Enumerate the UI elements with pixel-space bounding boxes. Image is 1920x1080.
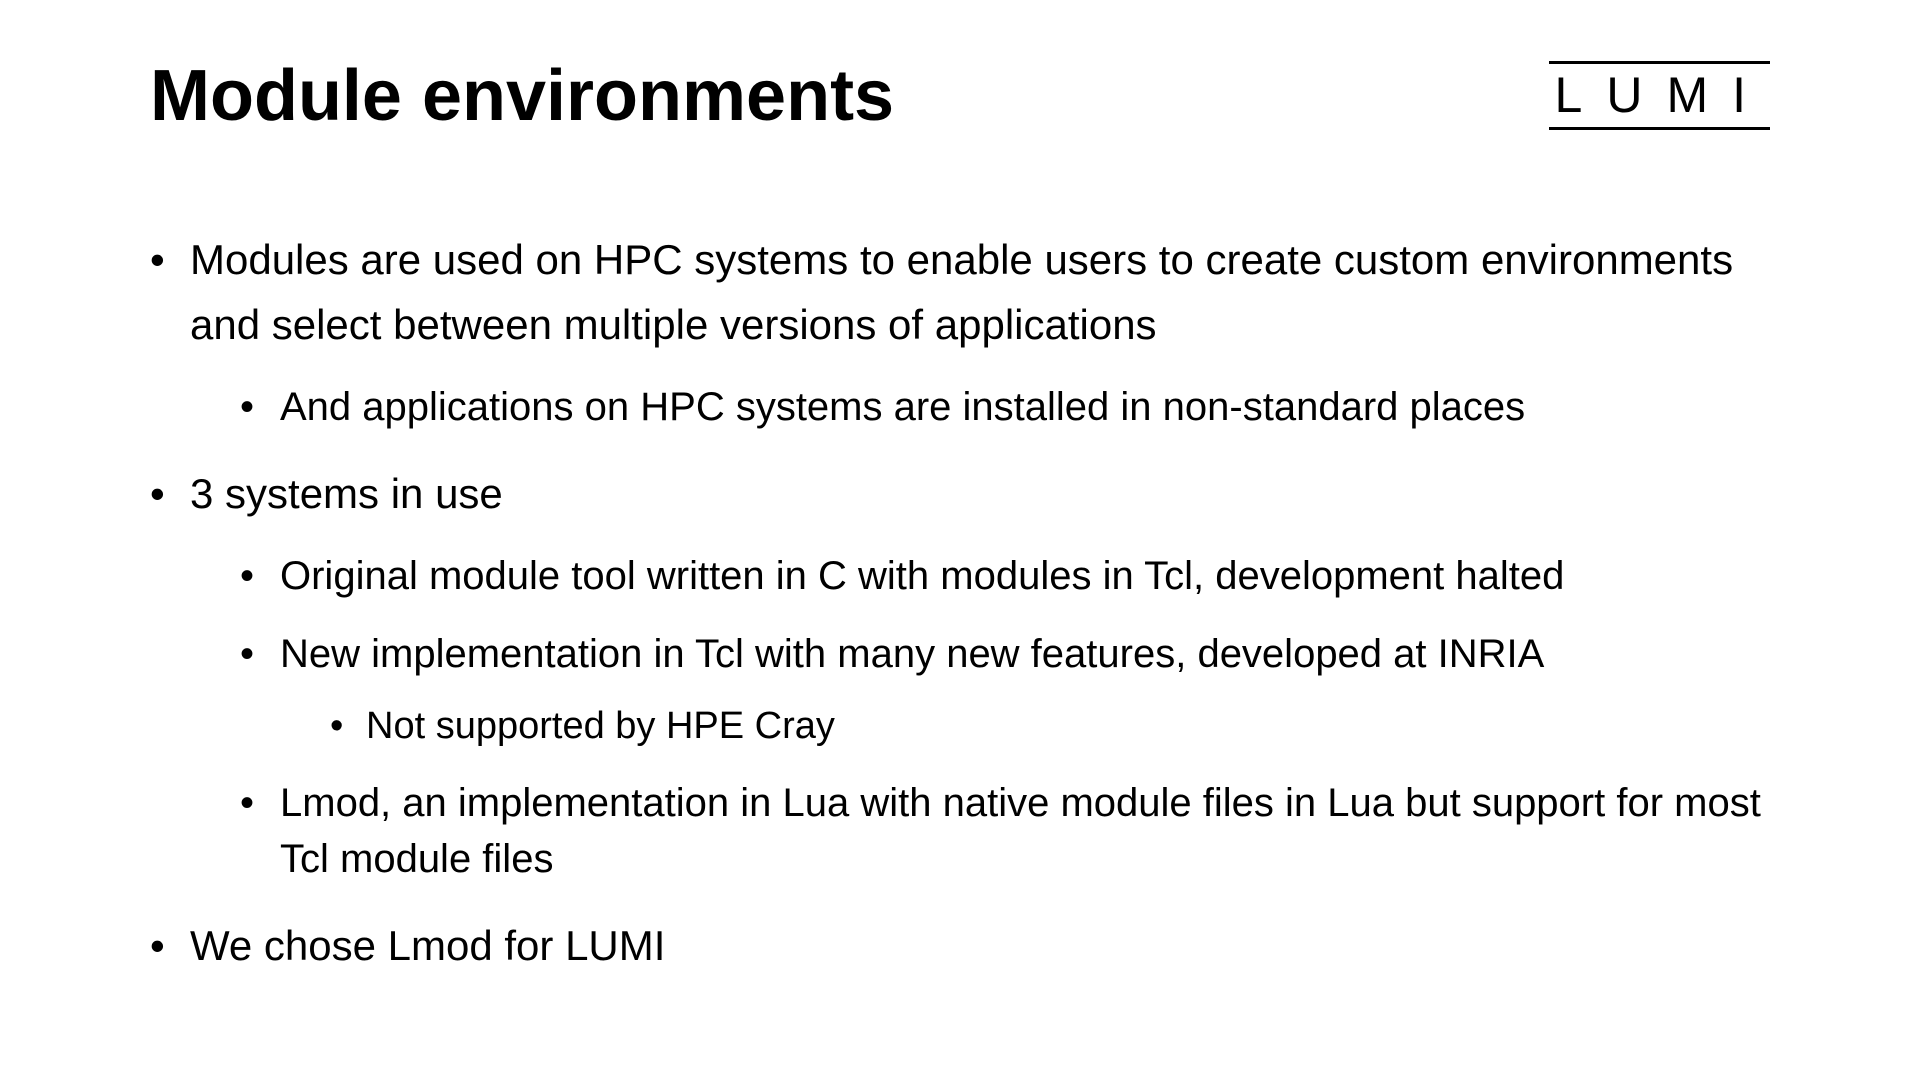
bullet-lvl2: Lmod, an implementation in Lua with nati… bbox=[240, 775, 1770, 887]
lumi-logo: LUMI bbox=[1549, 61, 1770, 130]
bullet-list-lvl2: And applications on HPC systems are inst… bbox=[190, 379, 1770, 435]
slide-content: Modules are used on HPC systems to enabl… bbox=[150, 227, 1770, 979]
bullet-list-lvl3: Not supported by HPE Cray bbox=[280, 700, 1770, 753]
slide-title: Module environments bbox=[150, 55, 894, 137]
bullet-lvl3: Not supported by HPE Cray bbox=[330, 700, 1770, 753]
slide: Module environments LUMI Modules are use… bbox=[0, 0, 1920, 1080]
bullet-text: Original module tool written in C with m… bbox=[280, 554, 1564, 598]
bullet-text: Modules are used on HPC systems to enabl… bbox=[190, 227, 1770, 357]
bullet-text: 3 systems in use bbox=[190, 461, 1770, 526]
slide-header: Module environments LUMI bbox=[150, 55, 1770, 137]
bullet-lvl1: 3 systems in use Original module tool wr… bbox=[150, 461, 1770, 887]
bullet-text: We chose Lmod for LUMI bbox=[190, 913, 1770, 978]
bullet-lvl2: And applications on HPC systems are inst… bbox=[240, 379, 1770, 435]
bullet-text: Not supported by HPE Cray bbox=[366, 705, 835, 747]
bullet-lvl1: Modules are used on HPC systems to enabl… bbox=[150, 227, 1770, 435]
bullet-lvl2: Original module tool written in C with m… bbox=[240, 548, 1770, 604]
bullet-list-lvl2: Original module tool written in C with m… bbox=[190, 548, 1770, 887]
bullet-list-lvl1: Modules are used on HPC systems to enabl… bbox=[150, 227, 1770, 979]
bullet-lvl2: New implementation in Tcl with many new … bbox=[240, 626, 1770, 753]
bullet-text: New implementation in Tcl with many new … bbox=[280, 632, 1544, 676]
bullet-text: Lmod, an implementation in Lua with nati… bbox=[280, 781, 1761, 881]
bullet-lvl1: We chose Lmod for LUMI bbox=[150, 913, 1770, 978]
bullet-text: And applications on HPC systems are inst… bbox=[280, 385, 1525, 429]
